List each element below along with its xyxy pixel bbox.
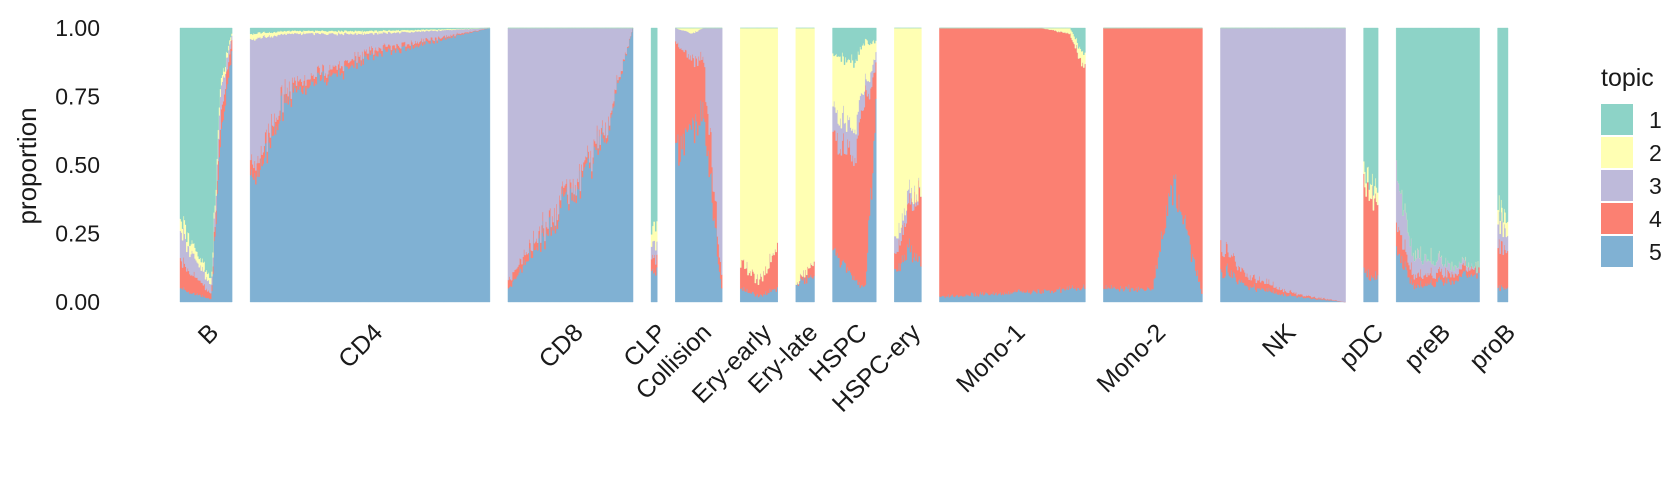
legend-swatch <box>1601 170 1633 201</box>
group-cd8 <box>507 27 634 303</box>
x-tick-label: proB <box>1464 318 1521 375</box>
group-clp <box>650 27 658 303</box>
legend-item-topic-4: 4 <box>1601 203 1662 234</box>
band-topic-2-ery-late <box>795 27 815 285</box>
band-topic-1-mono-1 <box>939 27 1086 55</box>
legend-item-topic-3: 3 <box>1601 170 1662 201</box>
band-topic-1-clp <box>650 27 658 235</box>
legend-label: 4 <box>1649 206 1662 232</box>
band-topic-3-nk <box>1220 27 1346 303</box>
y-tick-label: 1.00 <box>55 15 100 41</box>
group-prob <box>1497 27 1509 303</box>
x-tick-label: Mono-1 <box>951 318 1031 398</box>
group-collision <box>675 27 723 303</box>
band-topic-1-pdc <box>1363 27 1379 196</box>
x-axis: B CD4 CD8 CLPCollisionEry-earlyEry-lateHSPC… <box>193 318 1521 418</box>
y-tick-label: 0.50 <box>55 152 100 178</box>
x-tick-label: Mono-2 <box>1091 318 1171 398</box>
legend-swatch <box>1601 203 1633 234</box>
band-topic-4-mono-1 <box>939 27 1086 298</box>
group-cd4 <box>249 27 491 303</box>
x-tick-label: CD8 <box>534 318 589 373</box>
group-hspc-ery <box>894 27 922 303</box>
y-tick-label: 0.75 <box>55 84 100 110</box>
legend-label: 1 <box>1649 107 1662 133</box>
band-topic-1-prob <box>1497 27 1509 224</box>
band-topic-1-preb <box>1395 27 1480 273</box>
legend-swatch <box>1601 104 1633 135</box>
legend-item-topic-1: 1 <box>1601 104 1662 135</box>
y-tick-label: 0.25 <box>55 221 100 247</box>
group-mono-1 <box>939 27 1086 303</box>
plot-area <box>179 27 1509 303</box>
band-topic-2-ery-early <box>740 27 778 285</box>
legend-label: 2 <box>1649 140 1662 166</box>
legend-label: 3 <box>1649 173 1662 199</box>
legend-label: 5 <box>1649 239 1662 265</box>
group-hspc <box>832 27 877 303</box>
x-tick-label: pDC <box>1334 318 1389 373</box>
y-axis-title: proportion <box>12 107 42 224</box>
x-tick-label: B <box>193 318 225 350</box>
legend-item-topic-5: 5 <box>1601 236 1662 267</box>
legend: topic 1 2 3 4 5 <box>1601 64 1662 267</box>
legend-swatch <box>1601 236 1633 267</box>
x-tick-label: CD4 <box>333 318 388 373</box>
group-ery-early <box>740 27 778 303</box>
legend-swatch <box>1601 137 1633 168</box>
group-preb <box>1395 27 1480 303</box>
x-tick-label: NK <box>1257 318 1302 363</box>
group-pdc <box>1363 27 1379 303</box>
group-nk <box>1220 27 1346 303</box>
x-tick-label: preB <box>1399 318 1456 375</box>
legend-title: topic <box>1601 64 1654 92</box>
y-tick-label: 0.00 <box>55 289 100 315</box>
group-ery-late <box>795 27 815 303</box>
y-axis: 0.00 0.25 0.50 0.75 1.00 <box>55 15 100 315</box>
band-topic-1-b <box>179 27 233 279</box>
group-b <box>179 27 233 303</box>
legend-item-topic-2: 2 <box>1601 137 1662 168</box>
band-topic-1-cd4 <box>249 27 490 35</box>
band-topic-1-hspc <box>832 27 877 68</box>
group-mono-2 <box>1103 27 1203 303</box>
